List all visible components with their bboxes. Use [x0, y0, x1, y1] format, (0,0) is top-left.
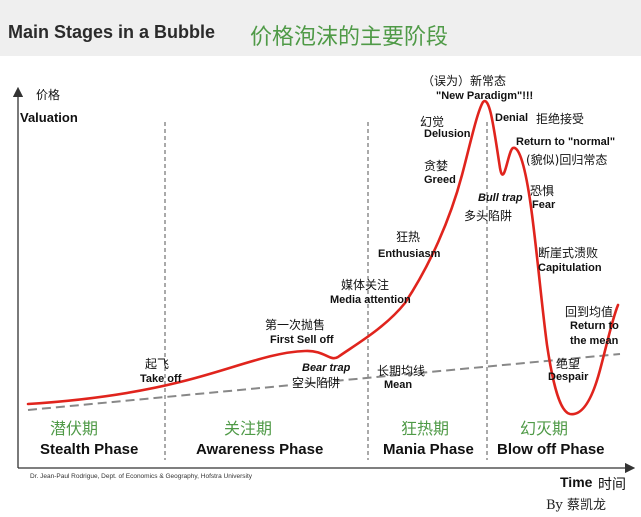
annotation-greed-en: Greed: [424, 174, 456, 186]
annotation-fear-en: Fear: [532, 199, 556, 211]
annotation-return-normal-en: Return to "normal": [516, 136, 616, 148]
phase-blowoff-en: Blow off Phase: [497, 441, 605, 458]
annotation-fear-cn: 恐惧: [530, 184, 555, 198]
annotation-takeoff-en: Take off: [140, 373, 182, 385]
author-signature: By 蔡凯龙: [546, 498, 607, 513]
annotation-mean-cn: 长期均线: [377, 364, 426, 378]
phase-mania-cn: 狂热期: [401, 419, 450, 438]
annotation-denial-en: Denial: [495, 112, 529, 124]
annotation-despair-cn: 绝望: [556, 357, 581, 371]
annotation-return-mean-en-line1: Return to: [570, 320, 619, 332]
annotation-first-selloff-cn: 第一次抛售: [265, 318, 326, 332]
annotation-mean-en: Mean: [384, 379, 413, 391]
annotation-capitulation-cn: 断崖式溃败: [538, 246, 599, 260]
annotation-bear-trap-en: Bear trap: [302, 362, 351, 374]
header-bar: Main Stages in a Bubble 价格泡沫的主要阶段: [0, 0, 641, 56]
annotation-enthusiasm-en: Enthusiasm: [378, 248, 441, 260]
annotation-misnamed-new-normal: （误为）新常态: [422, 74, 507, 88]
annotation-denial-cn: 拒绝接受: [536, 112, 585, 126]
bubble-curve: [26, 99, 620, 416]
mean-line: [27, 353, 621, 411]
annotation-new-paradigm: "New Paradigm"!!!: [436, 90, 534, 102]
annotation-capitulation-en: Capitulation: [538, 262, 602, 274]
title-english: Main Stages in a Bubble: [8, 22, 216, 42]
annotation-takeoff-cn: 起飞: [145, 357, 170, 371]
y-axis-label-cn: 价格: [36, 88, 61, 102]
annotation-delusion-cn: 幻觉: [420, 115, 445, 129]
annotation-return-normal-cn: (貌似)回归常态: [526, 153, 608, 167]
annotation-delusion-en: Delusion: [424, 128, 471, 140]
annotation-media-cn: 媒体关注: [341, 278, 390, 292]
phase-awareness-en: Awareness Phase: [196, 441, 324, 458]
phase-blowoff-cn: 幻灭期: [520, 419, 569, 438]
title-chinese: 价格泡沫的主要阶段: [250, 25, 449, 50]
x-axis-label-cn: 时间: [598, 477, 626, 493]
annotation-media-en: Media attention: [330, 294, 411, 306]
phase-mania-en: Mania Phase: [383, 441, 474, 458]
annotation-greed-cn: 贪婪: [424, 159, 449, 173]
phase-awareness-cn: 关注期: [224, 419, 273, 438]
source-credit: Dr. Jean-Paul Rodrigue, Dept. of Economi…: [30, 473, 253, 480]
annotation-enthusiasm-cn: 狂热: [396, 230, 421, 244]
x-axis-label-en: Time: [560, 474, 593, 490]
annotation-bull-trap-en: Bull trap: [478, 192, 523, 204]
phase-stealth-cn: 潜伏期: [50, 419, 99, 438]
annotation-bear-trap-cn: 空头陷阱: [292, 376, 341, 390]
y-axis-label-en: Valuation: [20, 110, 78, 125]
annotation-return-mean-en-line2: the mean: [570, 335, 619, 347]
annotation-first-selloff-en: First Sell off: [270, 334, 334, 346]
annotation-despair-en: Despair: [548, 371, 589, 383]
annotation-bull-trap-cn: 多头陷阱: [464, 209, 513, 223]
phase-stealth-en: Stealth Phase: [40, 441, 139, 458]
annotation-return-mean-cn: 回到均值: [565, 305, 614, 319]
